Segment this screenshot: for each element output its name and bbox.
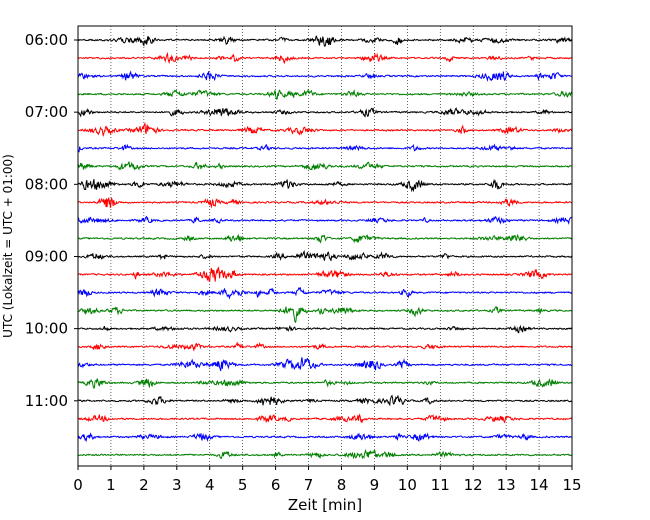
x-tick-label: 6 [271,476,281,494]
y-axis-label: UTC (Lokalzeit = UTC + 01:00) [1,154,15,338]
y-tick-label: 09:00 [25,247,68,265]
y-tick-label: 07:00 [25,103,68,121]
trace-row [77,306,573,324]
x-tick-label: 12 [464,476,483,494]
x-tick-label: 13 [497,476,516,494]
trace-row [77,122,573,137]
x-tick-label: 11 [431,476,450,494]
y-tick-label: 06:00 [25,31,68,49]
trace-row [77,377,573,389]
y-tick-label: 10:00 [25,320,68,338]
trace-row [77,287,573,300]
trace-row [77,107,573,118]
x-tick-label: 2 [139,476,149,494]
vertical-grid [110,26,540,466]
y-tick-label: 08:00 [25,175,68,193]
trace-row [77,35,573,47]
y-axis-ticks: 06:00 07:00 08:00 09:00 10:00 11:00 [25,31,78,410]
trace-row [77,215,573,225]
x-axis-label: Zeit [min] [288,496,362,514]
trace-row [77,143,573,153]
trace-row [77,51,573,65]
y-tick-label: 11:00 [25,392,68,410]
trace-row [77,197,573,209]
x-tick-label: 8 [337,476,347,494]
trace-row [77,70,573,82]
trace-row [77,448,573,460]
trace-row [77,88,573,100]
trace-row [77,233,573,244]
trace-row [77,394,573,407]
plot-frame [77,25,573,467]
trace-row [77,341,573,352]
trace-row [77,324,573,334]
trace-row [77,249,573,262]
x-tick-label: 1 [106,476,116,494]
x-tick-label: 3 [172,476,182,494]
x-tick-label: 14 [530,476,549,494]
x-tick-label: 4 [205,476,215,494]
x-tick-label: 5 [238,476,248,494]
trace-row [77,432,573,443]
trace-row [77,160,573,171]
seismic-traces [77,35,573,460]
trace-row [77,178,573,193]
x-tick-label: 7 [304,476,314,494]
x-axis-ticks: 0 1 2 3 4 5 6 7 8 9 10 11 12 13 14 15 [73,466,582,494]
trace-row [77,413,573,424]
x-tick-label: 0 [73,476,83,494]
trace-row [77,357,573,372]
x-tick-label: 10 [398,476,417,494]
x-tick-label: 9 [370,476,380,494]
x-tick-label: 15 [562,476,581,494]
trace-row [77,266,573,282]
